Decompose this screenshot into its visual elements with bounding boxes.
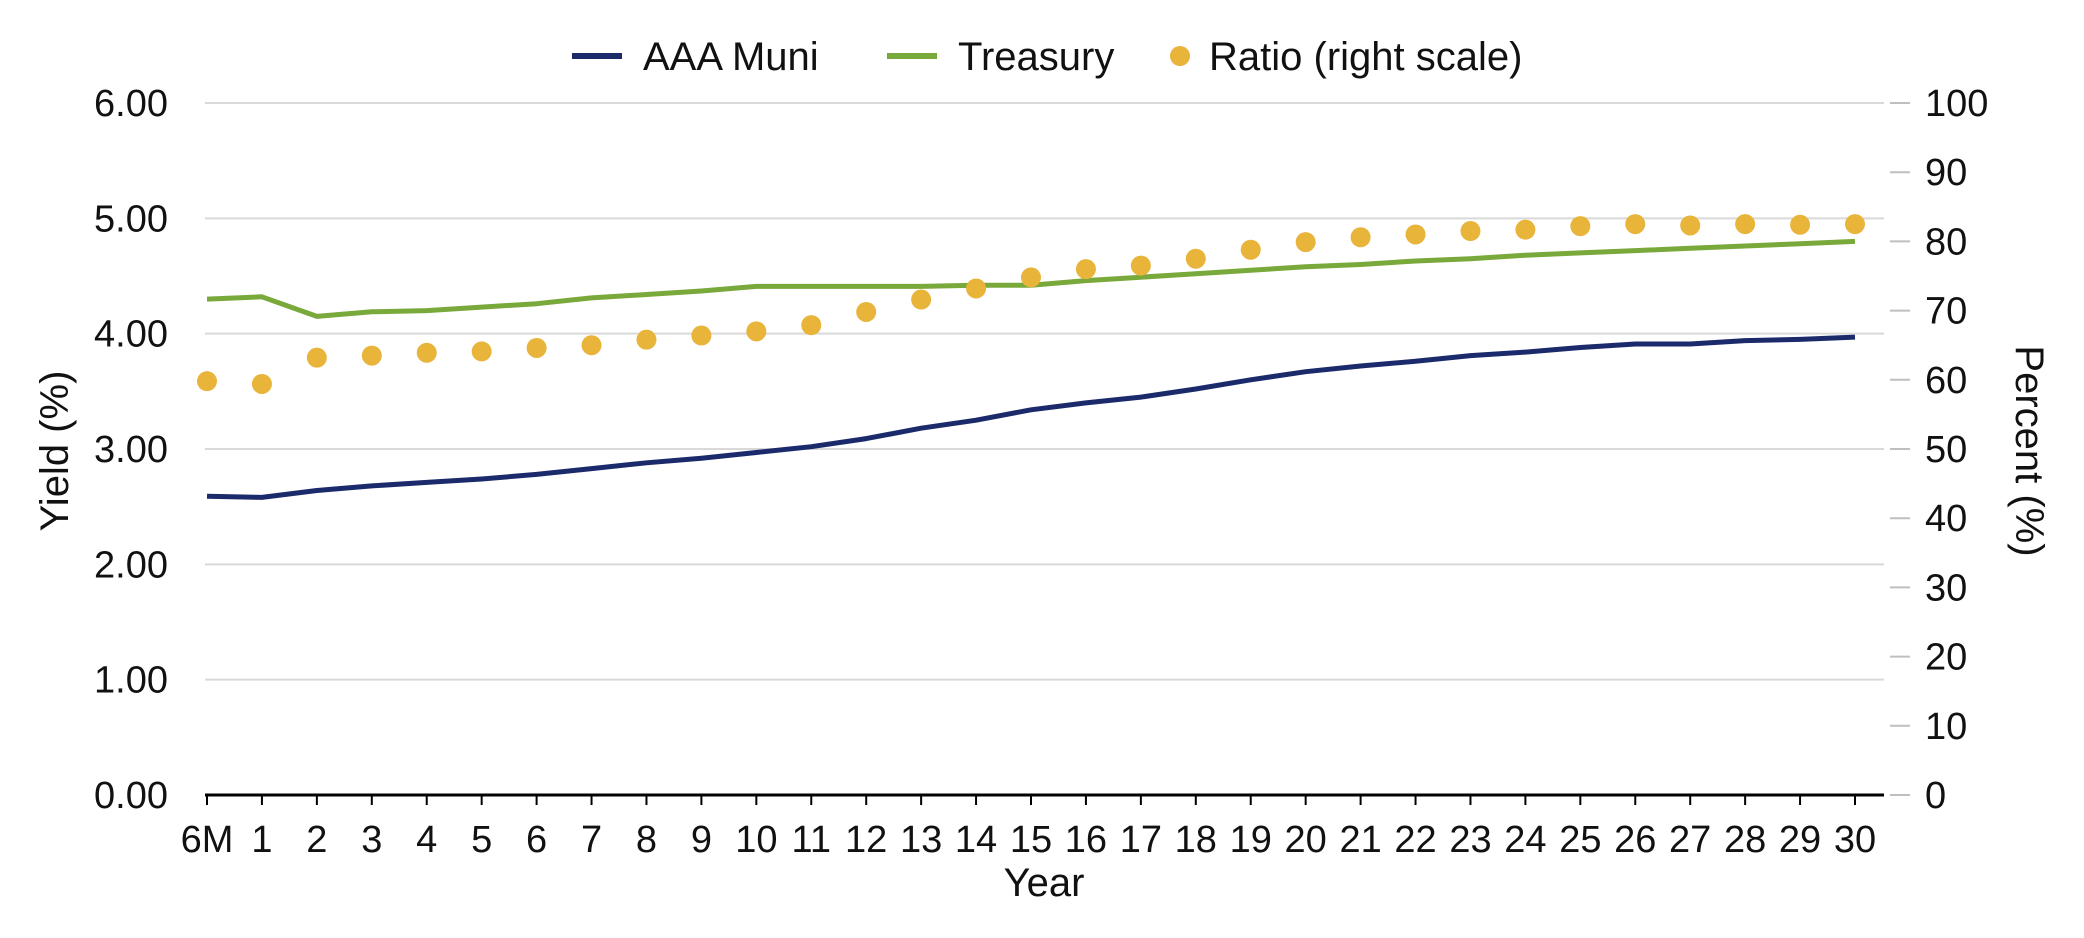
x-tick-label: 25 [1559,819,1601,861]
ratio-point [636,329,657,350]
y2-tick-label: 60 [1925,360,1967,402]
ratio-point [856,301,877,322]
x-tick-label: 16 [1065,819,1107,861]
y-tick-label: 3.00 [94,429,168,471]
x-tick-label: 22 [1394,819,1436,861]
ratio-point [581,335,602,356]
x-tick-label: 19 [1230,819,1272,861]
ratio-point [1185,248,1206,269]
x-tick-label: 8 [636,819,657,861]
y-tick-label: 4.00 [94,314,168,356]
ratio-point [691,325,712,346]
ratio-point [1405,224,1426,245]
ratio-point [471,341,492,362]
x-tick-label: 23 [1449,819,1491,861]
x-tick-label: 24 [1504,819,1546,861]
x-tick-label: 29 [1779,819,1821,861]
x-tick-label: 13 [900,819,942,861]
ratio-point [1350,227,1371,248]
x-tick-label: 14 [955,819,997,861]
legend-swatch [1170,46,1190,66]
y2-tick-label: 40 [1925,498,1967,540]
series-line-0 [206,334,1856,500]
ratio-point [801,315,822,336]
ratio-point [1240,239,1261,260]
y2-tick-label: 0 [1925,775,1946,817]
ratio-point [361,345,382,366]
y2-tick-label: 70 [1925,291,1967,333]
y-tick-label: 6.00 [94,83,168,125]
y-tick-label: 2.00 [94,544,168,586]
x-tick-label: 27 [1669,819,1711,861]
y-tick-label: 0.00 [94,775,168,817]
y2-tick-label: 50 [1925,429,1967,471]
axes: 0.00 1.00 2.00 3.00 4.00 5.00 6.00 0 10 20 30 40 50 6… [94,83,1988,861]
legend-label: AAA Muni [643,35,819,79]
y2-tick-label: 80 [1925,221,1967,263]
ratio-point [306,347,327,368]
ratio-point [1130,255,1151,276]
x-tick-label: 12 [845,819,887,861]
x-tick-label: 17 [1120,819,1162,861]
x-tick-label: 15 [1010,819,1052,861]
y2-tick-label: 10 [1925,706,1967,748]
x-axis-title: Year [1004,861,1085,905]
y-axis-title: Yield (%) [33,371,77,532]
ratio-point [1515,219,1536,240]
y2-tick-label: 20 [1925,637,1967,679]
ratio-point [1735,214,1756,235]
ratio-point [1570,216,1591,237]
ratio-point [1075,259,1096,280]
y-tick-label: 1.00 [94,660,168,702]
x-tick-label: 11 [792,819,831,861]
x-tick-label: 26 [1614,819,1656,861]
y2-axis-title: Percent (%) [2007,345,2051,556]
ratio-point [1790,214,1811,235]
x-tick-label: 20 [1285,819,1327,861]
ratio-point [197,371,217,392]
x-tick-label: 5 [471,819,492,861]
ratio-point [1021,267,1041,288]
ratio-point [746,321,767,342]
x-tick-label: 3 [361,819,382,861]
legend-label: Treasury [958,35,1114,79]
y2-tick-label: 100 [1925,83,1988,125]
ratio-point [966,278,987,299]
x-tick-label: 7 [581,819,602,861]
x-tick-label: 30 [1834,819,1876,861]
gridlines [205,102,1884,681]
ratio-point [251,373,272,394]
ratio-point [526,337,547,358]
x-tick-label: 21 [1339,819,1381,861]
legend: AAA Muni Treasury Ratio (right scale) [572,35,1522,79]
y2-tick-label: 30 [1925,567,1967,609]
series [197,214,1865,500]
x-tick-label: 2 [306,819,327,861]
x-tick-label: 10 [735,819,777,861]
ratio-point [416,342,437,363]
legend-label: Ratio (right scale) [1209,35,1522,79]
ratio-point [1625,214,1646,235]
ratio-point [1460,221,1481,242]
ratio-point [911,289,932,310]
x-tick-label: 6 [526,819,547,861]
x-tick-label: 28 [1724,819,1766,861]
x-tick-label: 4 [416,819,437,861]
y-tick-label: 5.00 [94,198,168,240]
ratio-point [1845,214,1865,235]
ratio-point [1680,215,1701,236]
y2-tick-label: 90 [1925,152,1967,194]
x-tick-label: 9 [691,819,712,861]
ratio-point [1295,232,1316,253]
x-tick-label: 1 [251,819,272,861]
x-tick-label: 6M [181,819,234,861]
x-tick-label: 18 [1175,819,1217,861]
